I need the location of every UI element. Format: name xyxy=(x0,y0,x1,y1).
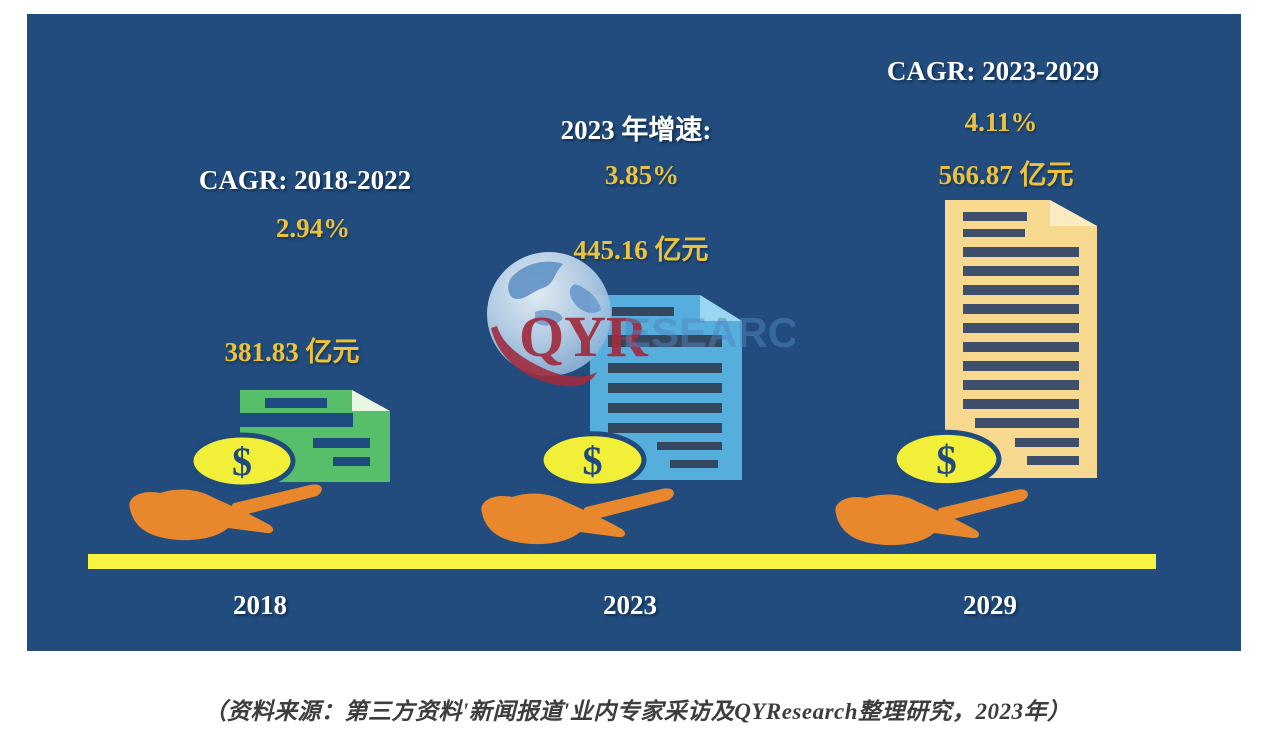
chart-panel: CAGR: 2018-2022 2.94% 381.83 亿元 2023 年增速… xyxy=(27,14,1241,651)
svg-text:$: $ xyxy=(232,439,252,484)
hand-coin-document-icon-2018: $ xyxy=(118,390,390,554)
market-size-2029: 566.87 亿元 xyxy=(938,160,1074,190)
svg-text:$: $ xyxy=(936,436,957,482)
hand-coin-document-icon-2023: $ xyxy=(470,295,742,552)
market-size-2018: 381.83 亿元 xyxy=(224,337,360,367)
market-size-2023: 445.16 亿元 xyxy=(573,235,709,265)
dollar-coin-icon: $ xyxy=(891,429,1002,489)
growth-value-2023: 3.85% xyxy=(604,160,680,190)
timeline-baseline xyxy=(88,554,1156,569)
year-label-2029: 2029 xyxy=(963,590,1017,620)
dollar-coin-icon: $ xyxy=(538,431,647,489)
year-label-2018: 2018 xyxy=(233,590,287,620)
document-icon-2023 xyxy=(590,295,742,480)
hand-icon xyxy=(481,488,674,545)
dollar-coin-icon: $ xyxy=(188,432,296,490)
cagr-label-2023-2029: CAGR: 2023-2029 xyxy=(886,56,1100,86)
cagr-value-2023-2029: 4.11% xyxy=(964,107,1038,137)
source-note: （资料来源：第三方资料'新闻报道'业内专家采访及QYResearch整理研究，2… xyxy=(203,699,1071,724)
hand-icon xyxy=(129,484,322,541)
hand-icon xyxy=(835,489,1028,546)
svg-text:$: $ xyxy=(582,438,602,483)
cagr-value-2018-2022: 2.94% xyxy=(275,213,351,243)
growth-label-2023: 2023 年增速: xyxy=(560,115,712,145)
document-icon-2029 xyxy=(945,200,1097,478)
cagr-label-2018-2022: CAGR: 2018-2022 xyxy=(198,165,412,195)
year-label-2023: 2023 xyxy=(603,590,657,620)
hand-coin-document-icon-2029: $ xyxy=(823,200,1097,552)
